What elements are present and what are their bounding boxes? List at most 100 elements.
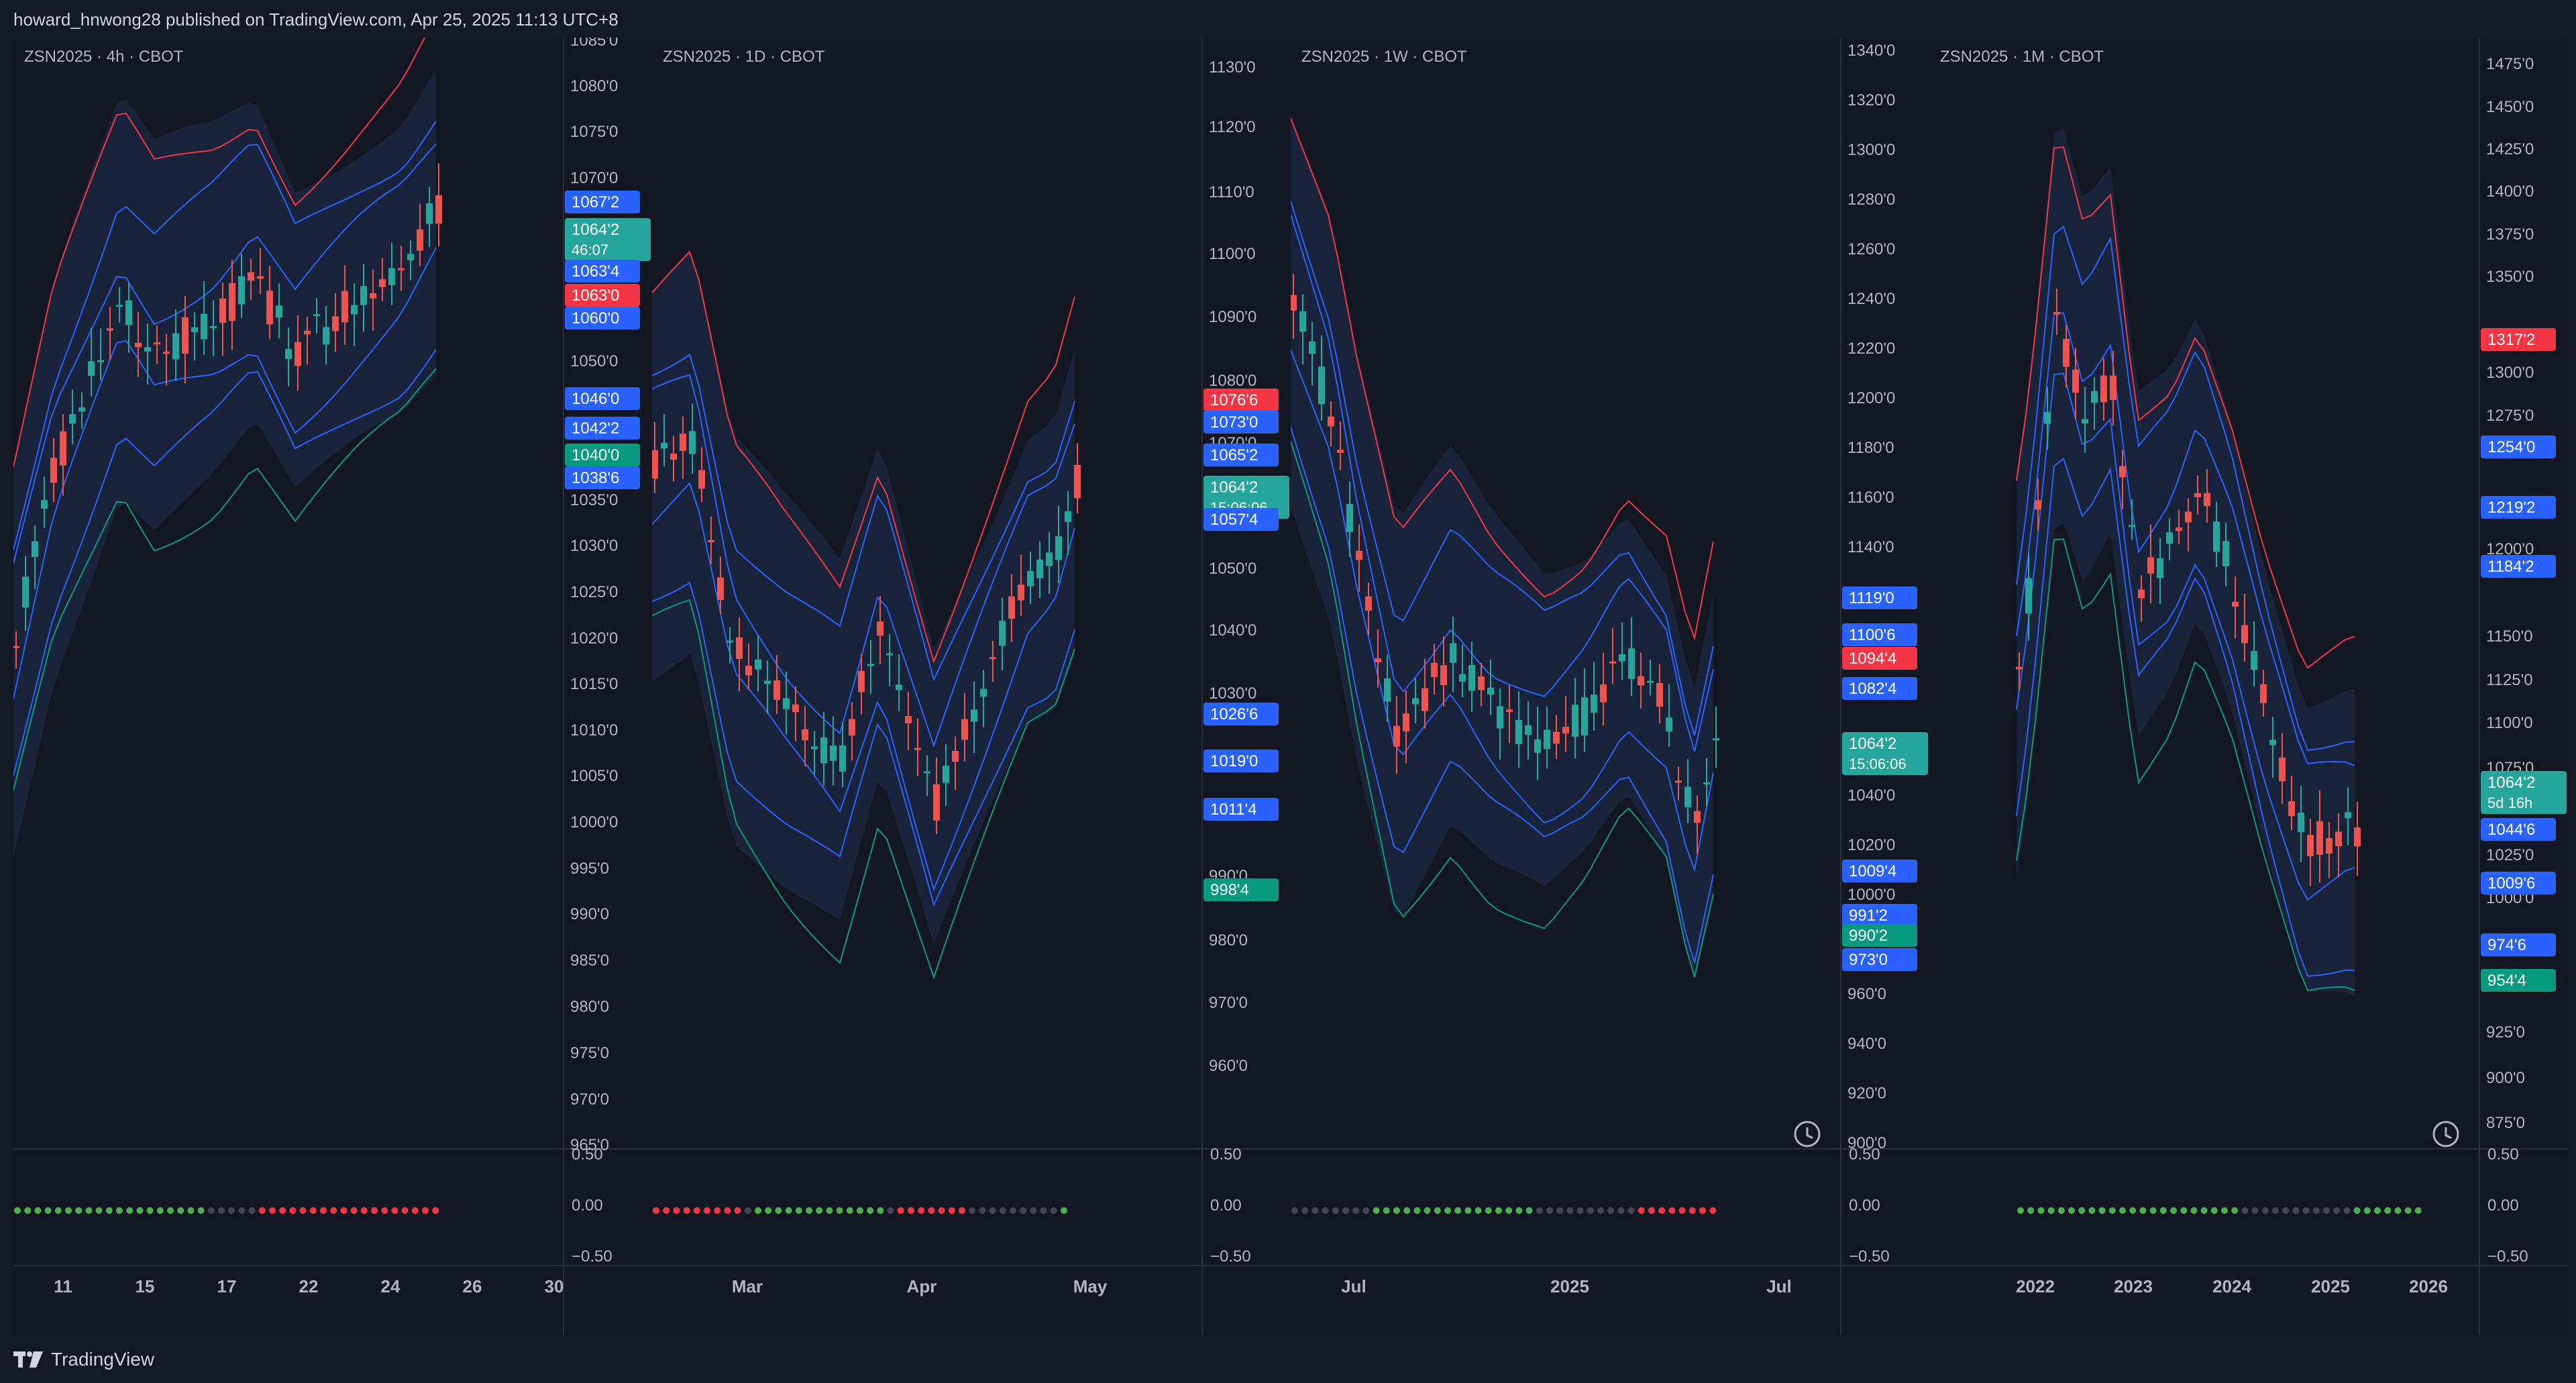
- osc-dot: [1301, 1207, 1309, 1214]
- x-tick-label: 11: [54, 1276, 72, 1296]
- x-tick-label: 2024: [2212, 1276, 2251, 1296]
- osc-dot: [2414, 1207, 2422, 1214]
- svg-text:1038'6: 1038'6: [572, 469, 619, 487]
- svg-text:973'0: 973'0: [1849, 951, 1888, 969]
- osc-dot: [156, 1207, 164, 1214]
- candle-body: [2016, 666, 2023, 670]
- y-tick-label: 1220'0: [1847, 340, 1895, 358]
- band-line: [13, 38, 426, 468]
- band-line: [13, 368, 437, 790]
- band-line: [652, 599, 1075, 980]
- candle-body: [97, 360, 104, 362]
- svg-text:1057'4: 1057'4: [1210, 511, 1258, 529]
- price-label: 1038'6: [565, 466, 640, 489]
- osc-dot: [14, 1207, 21, 1214]
- osc-dot: [381, 1207, 388, 1214]
- candle-body: [1562, 727, 1569, 734]
- osc-dot: [197, 1207, 205, 1214]
- bottom-brand-bar: TradingView: [0, 1335, 2576, 1383]
- candle-body: [1694, 811, 1701, 823]
- svg-text:1094'4: 1094'4: [1849, 650, 1896, 668]
- chart-svg[interactable]: ZSN2025 · 1D · CBOT 1130'0 1120'0 1110'0 110…: [652, 38, 1291, 1335]
- price-label: 1067'2: [565, 191, 640, 213]
- candle-body: [219, 298, 226, 323]
- y-tick-label: 1140'0: [1847, 538, 1894, 556]
- candle-body: [1684, 786, 1691, 808]
- price-label: 974'6: [2481, 933, 2556, 956]
- band-line: [13, 349, 437, 776]
- candle-body: [370, 293, 376, 299]
- candle-body: [1328, 416, 1334, 427]
- price-label: 1026'6: [1203, 703, 1279, 725]
- y-tick-label: 1040'0: [1209, 621, 1256, 639]
- price-label: 1060'0: [565, 307, 640, 329]
- candle-body: [238, 276, 245, 305]
- candle-body: [1291, 295, 1297, 311]
- osc-dot: [857, 1207, 863, 1214]
- candle-body: [248, 272, 254, 281]
- chart-svg[interactable]: ZSN2025 · 1W · CBOT 1340'0 1320'0 1300'0 128…: [1291, 38, 1929, 1335]
- osc-dot: [34, 1207, 42, 1214]
- chart-svg[interactable]: ZSN2025 · 1M · CBOT 1475'0 1450'0 1425'0 140…: [1929, 38, 2568, 1335]
- alarm-clock-icon[interactable]: [1794, 1121, 1821, 1147]
- candle-body: [360, 286, 367, 305]
- osc-dot: [1332, 1207, 1339, 1214]
- candle-body: [2044, 412, 2051, 424]
- y-tick-label: 1005'0: [570, 767, 618, 785]
- osc-dot: [1362, 1207, 1370, 1214]
- x-tick-label: 2025: [2311, 1276, 2350, 1296]
- chart-panel-4h[interactable]: ZSN2025 · 4h · CBOT 1085'0 1080'0 1075'0 107…: [13, 38, 652, 1335]
- candle-body: [125, 300, 132, 325]
- candle-body: [1365, 596, 1372, 611]
- osc-dot: [1474, 1207, 1482, 1214]
- osc-dot: [105, 1207, 113, 1214]
- osc-tick-label: 0.00: [2487, 1196, 2519, 1215]
- y-tick-label: 1020'0: [570, 629, 618, 648]
- chart-panel-1m[interactable]: ZSN2025 · 1M · CBOT 1475'0 1450'0 1425'0 140…: [1929, 38, 2568, 1335]
- candle-body: [1703, 782, 1710, 784]
- osc-dot: [320, 1207, 327, 1214]
- osc-dot: [2292, 1207, 2300, 1214]
- candle-body: [50, 458, 57, 483]
- x-tick-label: 17: [217, 1276, 237, 1296]
- alarm-clock-icon[interactable]: [2432, 1121, 2459, 1147]
- osc-dot: [2078, 1207, 2086, 1214]
- osc-dot: [1010, 1207, 1016, 1214]
- y-tick-label: 970'0: [1209, 994, 1248, 1012]
- osc-dot: [2261, 1207, 2269, 1214]
- osc-dot: [1424, 1207, 1431, 1214]
- candle-body: [1544, 729, 1550, 750]
- candle-body: [69, 414, 76, 424]
- tradingview-brand[interactable]: TradingView: [13, 1349, 154, 1370]
- chart-svg[interactable]: ZSN2025 · 4h · CBOT 1085'0 1080'0 1075'0 107…: [13, 38, 652, 1335]
- osc-dot: [663, 1207, 670, 1214]
- candle-body: [2269, 739, 2276, 746]
- osc-dot: [1678, 1207, 1686, 1214]
- candle-body: [379, 279, 386, 287]
- band-line: [13, 121, 437, 550]
- candle-body: [1468, 664, 1475, 691]
- x-tick-label: 30: [545, 1276, 564, 1296]
- osc-tick-label: 0.00: [1849, 1196, 1880, 1215]
- chart-panel-1d[interactable]: ZSN2025 · 1D · CBOT 1130'0 1120'0 1110'0 110…: [652, 38, 1291, 1335]
- candle-body: [2222, 541, 2229, 566]
- osc-dot: [411, 1207, 419, 1214]
- price-label: 1184'2: [2481, 555, 2556, 578]
- candle-body: [698, 470, 705, 489]
- osc-dot: [1495, 1207, 1502, 1214]
- chart-panel-1w[interactable]: ZSN2025 · 1W · CBOT 1340'0 1320'0 1300'0 128…: [1291, 38, 1929, 1335]
- candle-body: [830, 746, 837, 761]
- osc-dot: [1525, 1207, 1533, 1214]
- candle-body: [163, 352, 170, 354]
- osc-dot: [2343, 1207, 2351, 1214]
- osc-dot: [908, 1207, 914, 1214]
- osc-dot: [673, 1207, 680, 1214]
- price-label: 1094'4: [1842, 647, 1917, 670]
- osc-dot: [2017, 1207, 2024, 1214]
- candle-body: [2194, 493, 2201, 497]
- osc-dot: [228, 1207, 235, 1214]
- candle-body: [2288, 801, 2295, 817]
- candle-body: [2072, 369, 2079, 393]
- candle-body: [670, 454, 677, 460]
- osc-dot: [207, 1207, 215, 1214]
